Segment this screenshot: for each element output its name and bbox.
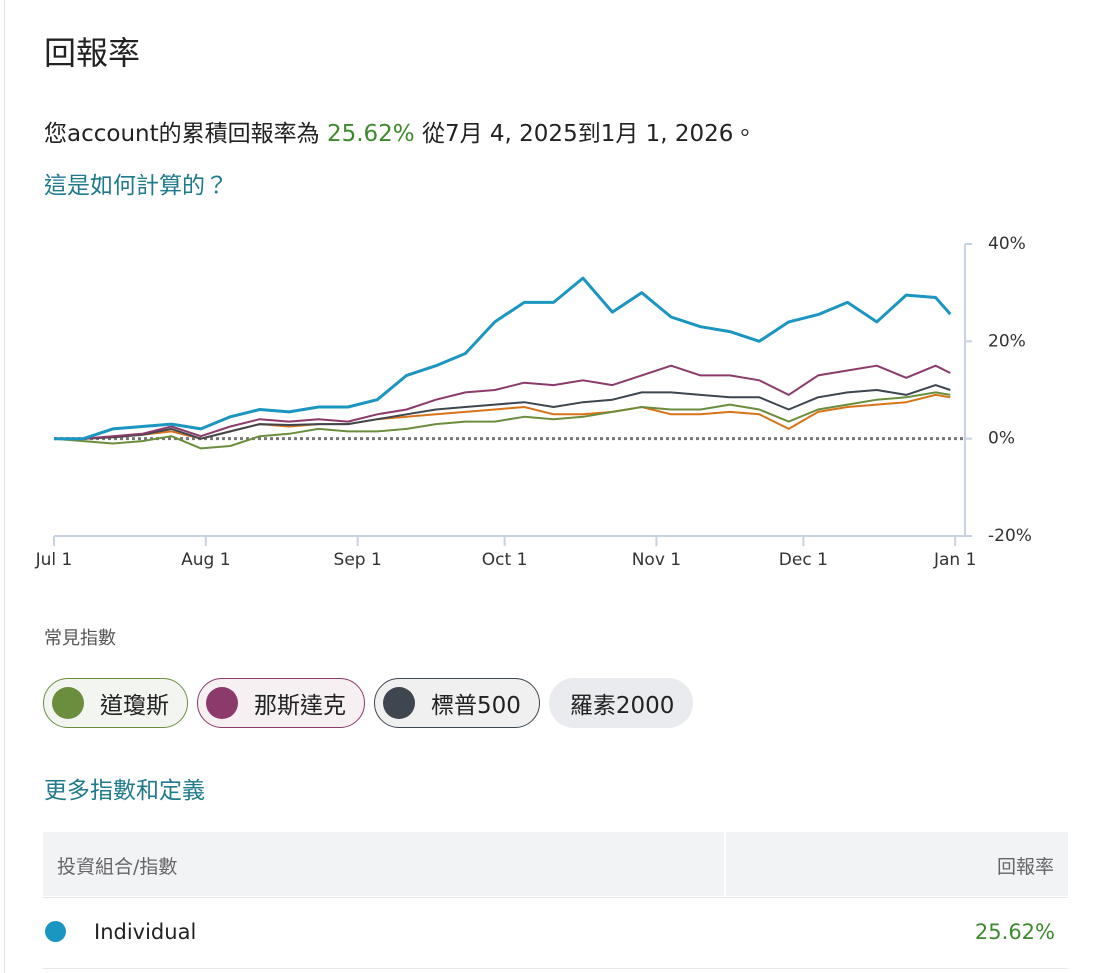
chip-label: 那斯達克: [254, 693, 346, 719]
table-header: 投資組合/指數 回報率: [43, 832, 1068, 896]
header-cell: 回報率: [996, 856, 1054, 878]
index-chip[interactable]: 那斯達克: [197, 678, 365, 728]
series-line: [54, 276, 952, 441]
y-tick-label: 0%: [988, 429, 1015, 449]
series-line: [53, 391, 951, 450]
header-separator: [724, 832, 726, 896]
chip-dot: [383, 687, 415, 719]
chip-dot: [52, 687, 84, 719]
header-cell: 投資組合/指數: [57, 856, 178, 878]
x-tick-label: Dec 1: [779, 550, 828, 570]
page-title: 回報率: [44, 34, 141, 72]
more-link[interactable]: 更多指數和定義: [44, 778, 205, 804]
x-tick-label: Aug 1: [181, 550, 230, 570]
summary-suffix: 從7月 4, 2025到1月 1, 2026。: [421, 121, 757, 147]
table-row: Individual 25.62%: [43, 897, 1068, 969]
summary-return: 25.62%: [326, 121, 415, 147]
chip-label: 羅素2000: [569, 693, 675, 719]
index-chip[interactable]: 道瓊斯: [43, 678, 188, 728]
row-color-dot: [45, 921, 66, 942]
chart: -20% 0% 20% 40% Jul 1 Aug 1 Sep 1 Oct 1 Nov 1 Dec…: [35, 234, 1032, 570]
y-tick-label: -20%: [988, 526, 1032, 546]
series-line: [54, 364, 951, 440]
x-tick-label: Nov 1: [632, 550, 681, 570]
summary: 您account的累積回報率為 25.62% 從7月 4, 2025到1月 1,…: [44, 114, 756, 148]
chip-label: 標普500: [431, 693, 521, 719]
y-tick-label: 20%: [988, 331, 1026, 351]
x-tick-label: Sep 1: [334, 550, 382, 570]
chip-label: 道瓊斯: [100, 693, 169, 719]
index-chips: 道瓊斯 那斯達克 標普500 羅素2000: [43, 678, 694, 728]
indices-heading: 常見指數: [44, 628, 116, 649]
index-chip[interactable]: 羅素2000: [548, 678, 694, 728]
row-name: Individual: [94, 920, 197, 944]
y-tick-label: 40%: [988, 234, 1026, 254]
index-chip[interactable]: 標普500: [374, 678, 540, 728]
row-return: 25.62%: [974, 920, 1055, 944]
series-line: [54, 384, 951, 440]
x-tick-label: Jul 1: [35, 550, 73, 570]
chip-dot: [206, 687, 238, 719]
x-tick-label: Oct 1: [482, 550, 528, 570]
x-tick-label: Jan 1: [933, 550, 976, 570]
summary-prefix: 您account的累積回報率為: [44, 121, 320, 147]
how-link[interactable]: 這是如何計算的？: [44, 173, 228, 199]
panel-border: [4, 0, 5, 973]
